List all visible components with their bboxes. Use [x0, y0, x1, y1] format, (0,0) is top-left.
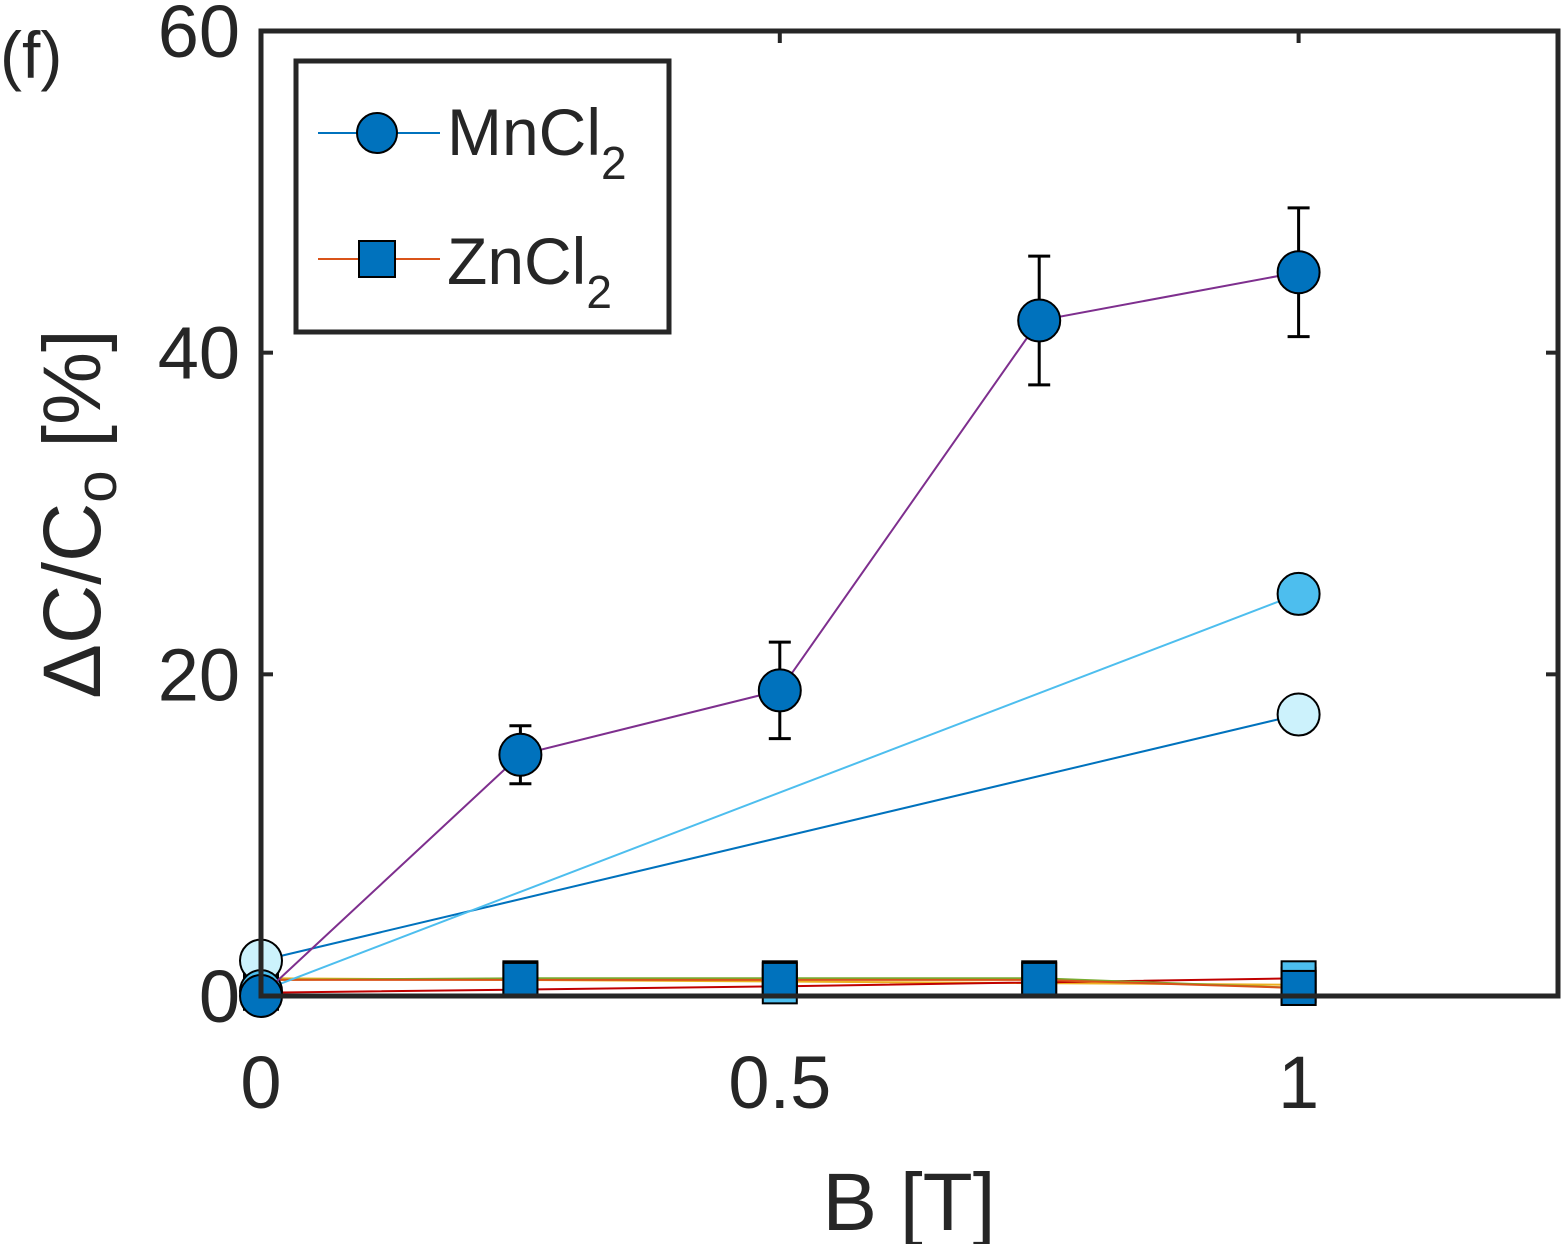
y-axis-label-suffix: [%] [27, 329, 118, 470]
y-tick-label: 20 [158, 633, 240, 716]
y-axis-label: ΔC/Co [%] [27, 329, 129, 699]
legend-marker-zncl2 [358, 240, 396, 278]
legend-label-mncl2: MnCl2 [447, 95, 627, 189]
y-axis-label-subscript: o [64, 471, 129, 503]
data-point [1021, 961, 1058, 998]
x-tick-label: 1 [1278, 1041, 1319, 1124]
y-axis-label-prefix: ΔC/C [27, 503, 118, 699]
data-point [1276, 250, 1321, 295]
legend-label-mncl2-sub: 2 [601, 137, 627, 189]
ticks: 0 0.5 1 0 20 40 60 [158, 0, 1558, 1124]
data-point [1276, 692, 1321, 737]
x-tick-label: 0 [240, 1041, 281, 1124]
legend-label-zncl2-base: ZnCl [447, 224, 586, 298]
plot-frame [258, 28, 1561, 999]
series-line [260, 271, 1299, 997]
data-point [498, 732, 543, 777]
y-tick-label: 40 [158, 312, 240, 395]
x-axis-label: B [T] [822, 1157, 995, 1244]
data-point [1280, 969, 1317, 1006]
data-point [757, 668, 802, 713]
legend-box [293, 58, 672, 335]
series-line [260, 592, 1299, 993]
legend-marker-mncl2 [356, 112, 398, 154]
panel-label: (f) [0, 18, 62, 92]
series-line [260, 713, 1299, 962]
series-0 [239, 206, 1321, 1018]
data-point [1017, 298, 1062, 343]
legend-label-mncl2-base: MnCl [447, 95, 601, 169]
data-point [1276, 571, 1321, 616]
series-layer [239, 206, 1321, 1018]
legend: MnCl2 ZnCl2 [293, 58, 672, 335]
legend-label-zncl2-sub: 2 [586, 266, 612, 318]
data-point [761, 961, 798, 998]
x-tick-label: 0.5 [728, 1041, 831, 1124]
y-tick-label: 60 [158, 0, 240, 73]
data-point [502, 961, 539, 998]
legend-label-zncl2: ZnCl2 [447, 224, 612, 318]
y-tick-label: 0 [199, 955, 240, 1038]
series-2 [239, 692, 1321, 983]
series-1 [239, 571, 1321, 1014]
